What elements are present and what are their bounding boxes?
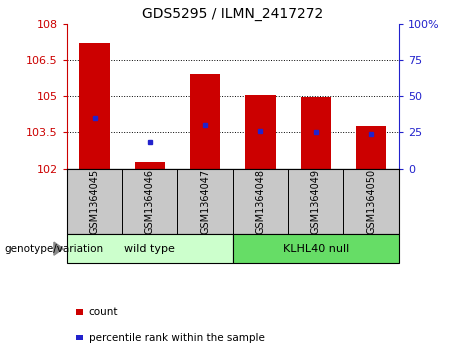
Bar	[177, 169, 233, 234]
Text: GSM1364048: GSM1364048	[255, 169, 266, 234]
Bar	[79, 43, 110, 169]
Bar	[233, 169, 288, 234]
Text: genotype/variation: genotype/variation	[5, 244, 104, 254]
Text: wild type: wild type	[124, 244, 175, 254]
Text: GSM1364049: GSM1364049	[311, 169, 321, 234]
Text: count: count	[89, 307, 118, 317]
Bar	[245, 95, 276, 169]
Text: KLHL40 null: KLHL40 null	[283, 244, 349, 254]
Bar	[233, 234, 399, 263]
Bar	[356, 126, 386, 169]
Text: percentile rank within the sample: percentile rank within the sample	[89, 333, 265, 343]
Title: GDS5295 / ILMN_2417272: GDS5295 / ILMN_2417272	[142, 7, 324, 21]
Text: GSM1364047: GSM1364047	[200, 169, 210, 234]
Bar	[76, 335, 83, 340]
Bar	[288, 169, 343, 234]
Text: GSM1364046: GSM1364046	[145, 169, 155, 234]
Bar	[301, 97, 331, 169]
Bar	[135, 162, 165, 169]
Bar	[76, 309, 83, 315]
Bar	[67, 234, 233, 263]
Polygon shape	[54, 242, 63, 255]
Text: GSM1364045: GSM1364045	[89, 169, 100, 234]
Bar	[122, 169, 177, 234]
Text: GSM1364050: GSM1364050	[366, 169, 376, 234]
Bar	[343, 169, 399, 234]
Bar	[190, 74, 220, 169]
Bar	[67, 169, 122, 234]
